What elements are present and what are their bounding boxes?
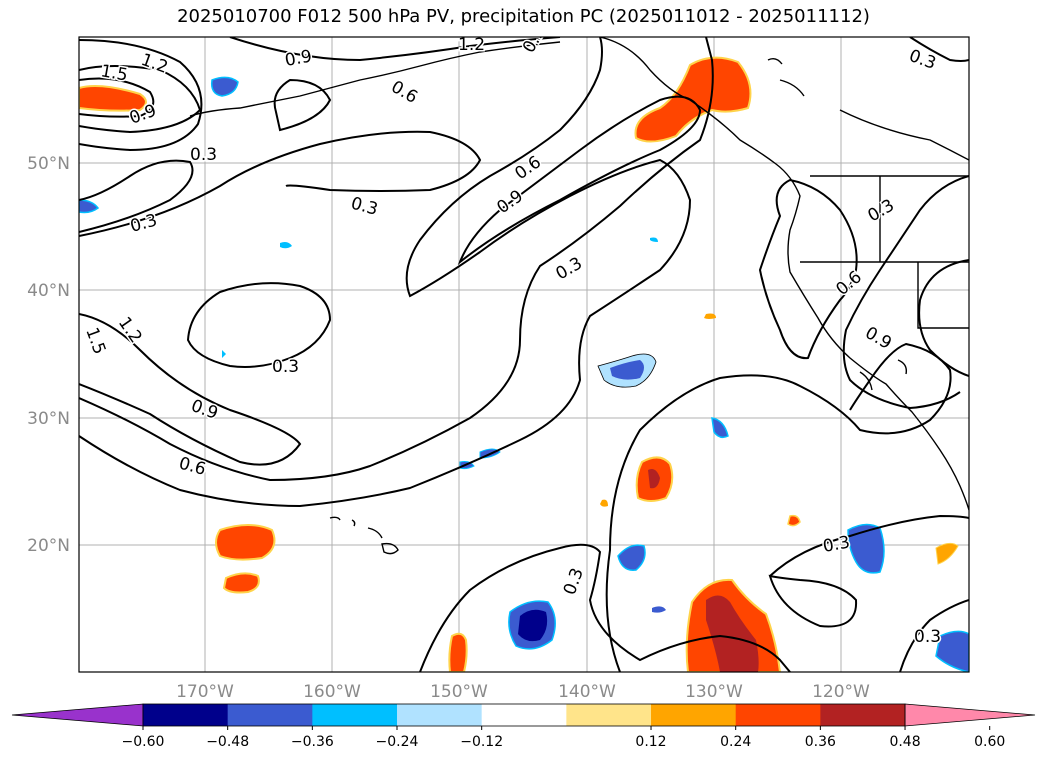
colorbar-segment (397, 704, 483, 726)
lon-label-130w: 130°W (685, 682, 743, 702)
latitude-labels: 50°N 40°N 30°N 20°N (27, 154, 70, 556)
colorbar-segment (312, 704, 398, 726)
contour-label-7: 1.2 (458, 35, 485, 55)
contour-label-25: 0.3 (914, 627, 941, 647)
longitude-labels: 170°W 160°W 150°W 140°W 130°W 120°W (176, 682, 870, 702)
contour-label-2: 1.5 (99, 61, 129, 85)
colorbar: −0.60 −0.48 −0.36 −0.24 −0.12 0.12 0.24 0.36 0.4… (11, 703, 1036, 750)
colorbar-segment (481, 704, 567, 726)
colorbar-segment (651, 704, 737, 726)
colorbar-segment (820, 704, 906, 726)
contour-label-4: 0.3 (190, 145, 217, 165)
colorbar-tick-label: 0.60 (974, 734, 1005, 750)
precip-negative (79, 76, 969, 672)
map-frame (78, 36, 970, 673)
pv-contours (79, 37, 969, 672)
colorbar-tick-label: −0.12 (460, 734, 503, 750)
colorbar-extend-high (904, 703, 1036, 727)
lat-label-40n: 40°N (27, 281, 70, 301)
map-area (79, 37, 969, 672)
colorbar-segment (566, 704, 652, 726)
colorbar-tick-label: −0.48 (206, 734, 249, 750)
lon-label-140w: 140°W (558, 682, 616, 702)
contour-label-24: 0.3 (821, 533, 851, 557)
colorbar-extend-low (11, 703, 144, 727)
colorbar-tick-label: 0.24 (720, 734, 751, 750)
colorbar-outline (142, 703, 906, 727)
colorbar-segment (143, 704, 229, 726)
coastlines (189, 37, 969, 555)
lat-label-30n: 30°N (27, 409, 70, 429)
lon-label-160w: 160°W (303, 682, 361, 702)
lon-label-170w: 170°W (176, 682, 234, 702)
lat-label-20n: 20°N (27, 536, 70, 556)
colorbar-tick-label: 0.36 (805, 734, 836, 750)
colorbar-segment (735, 704, 821, 726)
colorbar-segment (227, 704, 313, 726)
precip-positive (79, 56, 959, 672)
colorbar-tick-label: 0.12 (635, 734, 666, 750)
colorbar-tick-label: −0.24 (376, 734, 419, 750)
lon-label-120w: 120°W (812, 682, 870, 702)
lat-label-50n: 50°N (27, 154, 70, 174)
map-title: 2025010700 F012 500 hPa PV, precipitatio… (177, 6, 870, 27)
colorbar-tick-label: 0.48 (889, 734, 920, 750)
lon-label-150w: 150°W (430, 682, 488, 702)
colorbar-tick-label: −0.60 (122, 734, 165, 750)
colorbar-tick-label: −0.36 (291, 734, 334, 750)
contour-label-20: 0.3 (272, 357, 299, 377)
